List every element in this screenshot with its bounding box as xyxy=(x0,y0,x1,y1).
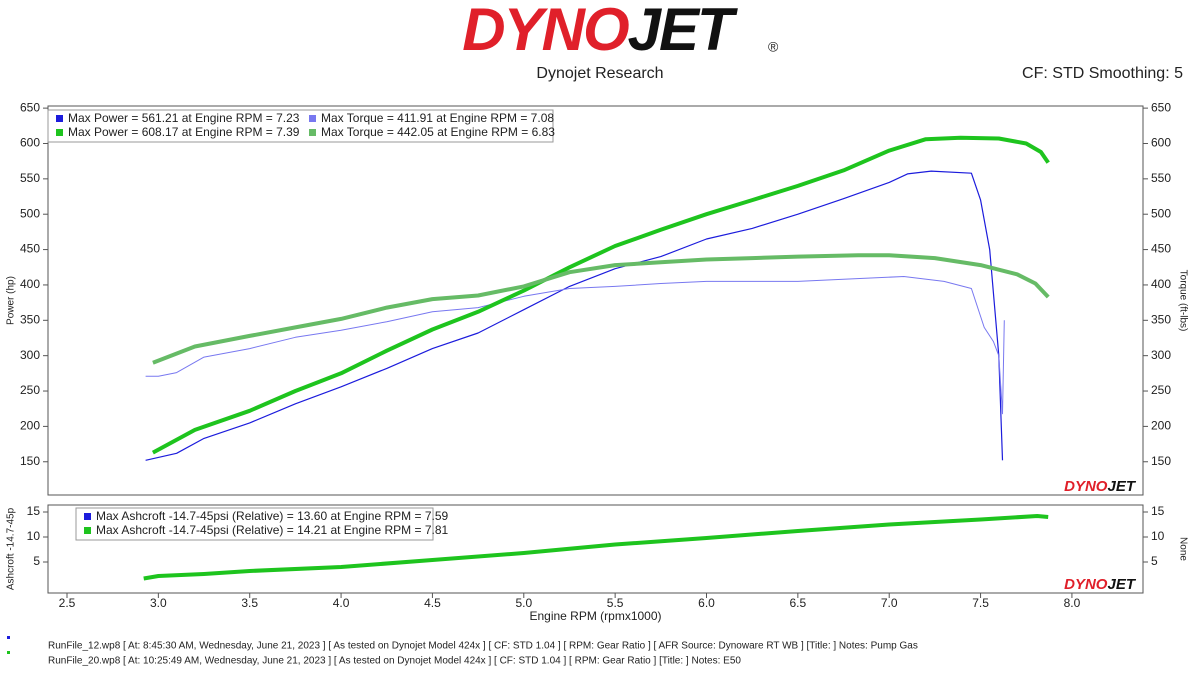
y-tick-label: 500 xyxy=(20,206,40,220)
x-tick-label: 2.5 xyxy=(59,596,76,610)
logo-black: JET xyxy=(1107,478,1136,495)
y-tick-label: 300 xyxy=(20,348,40,362)
y-tick-label: 150 xyxy=(20,454,40,468)
footer-dot xyxy=(7,636,10,639)
x-axis-label: Engine RPM (rpmx1000) xyxy=(529,609,661,623)
legend-swatch xyxy=(56,129,63,136)
footer-line: RunFile_12.wp8 [ At: 8:45:30 AM, Wednesd… xyxy=(48,641,918,652)
footer-line: RunFile_20.wp8 [ At: 10:25:49 AM, Wednes… xyxy=(48,656,741,667)
y-tick-label: 5 xyxy=(33,554,40,568)
legend-label: Max Ashcroft -14.7-45psi (Relative) = 13… xyxy=(96,509,449,523)
legend-swatch xyxy=(56,115,63,122)
legend-swatch xyxy=(309,129,316,136)
series-line xyxy=(143,514,1049,581)
legend-swatch xyxy=(84,527,91,534)
y-tick-label: 650 xyxy=(20,100,40,114)
x-tick-label: 4.5 xyxy=(424,596,441,610)
y2-tick-label: 550 xyxy=(1151,171,1171,185)
y-tick-label: 550 xyxy=(20,171,40,185)
logo: DYNOJET xyxy=(462,0,738,63)
logo-red: DYNO xyxy=(1064,576,1108,593)
y-tick-label: 400 xyxy=(20,277,40,291)
y2-tick-label: 10 xyxy=(1151,529,1165,543)
plot-frame xyxy=(47,504,1144,594)
legend-box xyxy=(47,109,554,143)
x-tick-label: 7.0 xyxy=(881,596,898,610)
x-tick-label: 6.5 xyxy=(790,596,807,610)
x-tick-label: 6.0 xyxy=(698,596,715,610)
x-tick-label: 4.0 xyxy=(333,596,350,610)
series-line xyxy=(151,135,1050,455)
settings: CF: STD Smoothing: 5 xyxy=(1022,65,1183,82)
y-tick-label: 250 xyxy=(20,383,40,397)
x-tick-label: 5.5 xyxy=(607,596,624,610)
plot-frame xyxy=(47,105,1144,496)
y2-axis-label: Torque (ft-lbs) xyxy=(1177,270,1188,332)
legend-label: Max Ashcroft -14.7-45psi (Relative) = 14… xyxy=(96,523,449,537)
y-tick-label: 350 xyxy=(20,312,40,326)
series-line xyxy=(145,170,1004,461)
logo-black: JET xyxy=(628,0,738,63)
y-axis-label: Ashcroft -14.7-45p xyxy=(6,507,17,590)
y2-tick-label: 250 xyxy=(1151,383,1171,397)
x-tick-label: 7.5 xyxy=(972,596,989,610)
series-line xyxy=(152,253,1050,365)
y2-tick-label: 150 xyxy=(1151,454,1171,468)
legend-label: Max Torque = 442.05 at Engine RPM = 6.83 xyxy=(321,125,555,139)
y2-tick-label: 200 xyxy=(1151,419,1171,433)
y-tick-label: 600 xyxy=(20,136,40,150)
legend-label: Max Torque = 411.91 at Engine RPM = 7.08 xyxy=(321,111,554,125)
legend-swatch xyxy=(309,115,316,122)
y2-tick-label: 350 xyxy=(1151,312,1171,326)
y2-axis-label: None xyxy=(1177,537,1188,561)
y-tick-label: 10 xyxy=(27,529,41,543)
y-axis-label: Power (hp) xyxy=(6,276,17,325)
y2-tick-label: 15 xyxy=(1151,504,1165,518)
y2-tick-label: 600 xyxy=(1151,136,1171,150)
y2-tick-label: 5 xyxy=(1151,554,1158,568)
logo-black: JET xyxy=(1107,576,1136,593)
x-tick-label: 3.0 xyxy=(150,596,167,610)
footer-dot xyxy=(7,651,10,654)
logo-mark: ® xyxy=(768,39,779,55)
legend-label: Max Power = 561.21 at Engine RPM = 7.23 xyxy=(68,111,300,125)
x-tick-label: 8.0 xyxy=(1064,596,1081,610)
y-tick-label: 15 xyxy=(27,504,41,518)
y2-tick-label: 650 xyxy=(1151,100,1171,114)
logo-red: DYNO xyxy=(462,0,629,63)
y2-tick-label: 300 xyxy=(1151,348,1171,362)
legend-box xyxy=(75,507,434,541)
y-tick-label: 450 xyxy=(20,242,40,256)
x-tick-label: 3.5 xyxy=(241,596,258,610)
subtitle: Dynojet Research xyxy=(536,65,663,82)
small-logo: DYNOJET xyxy=(1064,478,1137,495)
y-tick-label: 200 xyxy=(20,419,40,433)
series-line xyxy=(145,276,1005,415)
y2-tick-label: 450 xyxy=(1151,242,1171,256)
legend-label: Max Power = 608.17 at Engine RPM = 7.39 xyxy=(68,125,300,139)
y2-tick-label: 500 xyxy=(1151,206,1171,220)
small-logo: DYNOJET xyxy=(1064,576,1137,593)
logo-red: DYNO xyxy=(1064,478,1108,495)
y2-tick-label: 400 xyxy=(1151,277,1171,291)
legend-swatch xyxy=(84,513,91,520)
x-tick-label: 5.0 xyxy=(515,596,532,610)
